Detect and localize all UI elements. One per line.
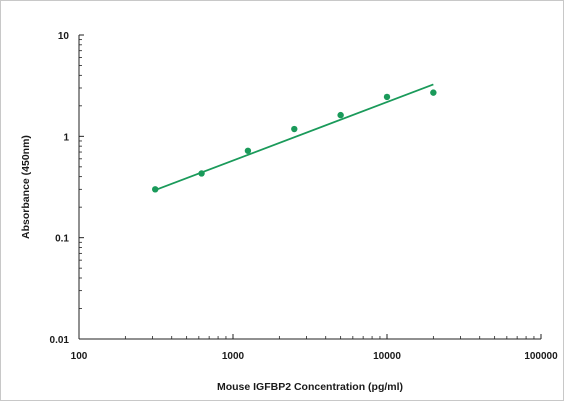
data-point <box>337 111 344 119</box>
y-tick-label: 0.1 <box>55 234 69 245</box>
y-tick-label: 0.01 <box>50 335 70 346</box>
y-tick-labels: 10 1 0.1 0.01 <box>50 31 70 346</box>
y-axis-title: Absorbance (450nm) <box>20 135 32 239</box>
data-point <box>291 125 298 133</box>
data-point <box>244 147 252 154</box>
x-tick-label: 1000 <box>222 351 245 362</box>
x-tick-label: 100000 <box>524 351 558 362</box>
y-tick-label: 1 <box>63 132 69 143</box>
x-tick-labels: 100 1000 10000 100000 <box>71 351 558 362</box>
x-tick-label: 100 <box>71 351 88 362</box>
fit-line <box>154 83 434 191</box>
x-tick-label: 10000 <box>373 351 401 362</box>
axes <box>78 35 541 340</box>
data-point <box>383 93 391 101</box>
fit-layer <box>154 83 434 191</box>
x-axis-title: Mouse IGFBP2 Concentration (pg/ml) <box>217 381 403 393</box>
y-tick-label: 10 <box>58 31 70 42</box>
data-point <box>430 89 437 96</box>
data-point <box>198 170 205 177</box>
major-ticks <box>78 34 542 340</box>
minor-ticks <box>79 39 535 339</box>
data-point <box>152 186 159 193</box>
point-layer <box>152 89 437 193</box>
